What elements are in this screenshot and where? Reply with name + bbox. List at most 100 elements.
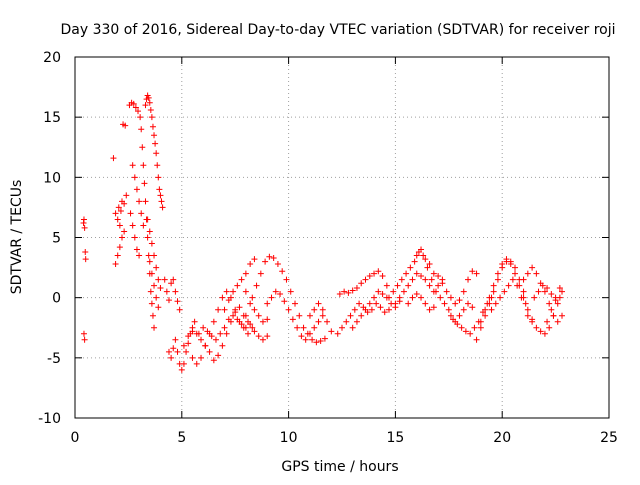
data-point xyxy=(253,282,260,289)
data-point xyxy=(501,288,508,295)
data-point xyxy=(270,254,277,261)
plot-frame xyxy=(74,56,610,419)
data-point xyxy=(353,318,360,325)
data-point xyxy=(347,312,354,319)
data-point xyxy=(418,294,425,301)
data-point xyxy=(268,294,275,301)
data-point xyxy=(394,282,401,289)
data-point xyxy=(336,291,343,298)
data-point xyxy=(456,297,463,304)
data-point xyxy=(371,294,378,301)
data-point xyxy=(321,335,328,342)
data-point xyxy=(546,324,553,331)
data-point xyxy=(242,288,249,295)
data-point xyxy=(151,252,158,259)
data-point xyxy=(467,330,474,337)
data-point xyxy=(149,123,156,130)
data-point xyxy=(343,318,350,325)
data-point xyxy=(272,288,279,295)
data-point xyxy=(152,140,159,147)
data-point xyxy=(524,312,531,319)
data-point xyxy=(559,288,566,295)
data-point xyxy=(400,288,407,295)
data-point xyxy=(159,204,166,211)
data-point xyxy=(428,276,435,283)
data-point xyxy=(279,268,286,275)
data-point xyxy=(242,270,249,277)
data-point xyxy=(548,291,555,298)
x-tick-label: 5 xyxy=(177,430,186,446)
data-point xyxy=(452,300,459,307)
data-point xyxy=(520,276,527,283)
data-point xyxy=(247,260,254,267)
y-tick-label: -5 xyxy=(47,351,61,367)
data-point xyxy=(138,126,145,133)
data-point xyxy=(185,333,192,340)
data-point xyxy=(366,273,373,280)
data-point xyxy=(223,288,230,295)
data-point xyxy=(392,300,399,307)
data-point xyxy=(385,294,392,301)
data-point xyxy=(139,144,146,151)
data-point xyxy=(539,282,546,289)
data-point xyxy=(80,330,87,337)
data-point xyxy=(424,264,431,271)
data-point xyxy=(141,180,148,187)
data-point xyxy=(285,306,292,313)
data-point xyxy=(460,288,467,295)
data-point xyxy=(477,318,484,325)
data-point xyxy=(486,294,493,301)
data-point xyxy=(505,282,512,289)
data-point xyxy=(123,192,130,199)
data-point xyxy=(482,312,489,319)
data-point xyxy=(112,210,119,217)
data-point xyxy=(441,300,448,307)
data-point xyxy=(138,210,145,217)
data-point xyxy=(249,324,256,331)
data-point xyxy=(306,330,313,337)
data-point xyxy=(319,306,326,313)
data-point xyxy=(298,333,305,340)
data-point xyxy=(311,324,318,331)
data-point xyxy=(368,306,375,313)
data-point xyxy=(172,336,179,343)
data-point xyxy=(118,234,125,241)
data-point xyxy=(146,228,153,235)
data-point xyxy=(373,300,380,307)
data-point xyxy=(210,357,217,364)
data-point xyxy=(471,324,478,331)
data-point xyxy=(158,198,165,205)
data-point xyxy=(133,246,140,253)
data-point xyxy=(379,291,386,298)
data-point xyxy=(306,312,313,319)
data-point xyxy=(189,328,196,335)
data-point xyxy=(328,328,335,335)
data-point xyxy=(430,304,437,311)
data-point xyxy=(81,224,88,231)
data-point xyxy=(151,324,158,331)
data-point xyxy=(238,276,245,283)
data-point xyxy=(221,324,228,331)
data-point xyxy=(110,155,117,162)
data-point xyxy=(180,342,187,349)
data-point xyxy=(535,288,542,295)
data-point xyxy=(494,276,501,283)
data-point xyxy=(151,282,158,289)
data-point xyxy=(133,186,140,193)
data-point xyxy=(174,298,181,305)
data-point xyxy=(452,318,459,325)
data-point xyxy=(215,306,222,313)
data-point xyxy=(550,312,557,319)
data-point xyxy=(277,291,284,298)
data-point xyxy=(170,345,177,352)
x-tick-label: 0 xyxy=(71,430,80,446)
data-point xyxy=(541,288,548,295)
data-point xyxy=(232,306,239,313)
data-point xyxy=(420,252,427,259)
y-tick-label: 0 xyxy=(52,291,61,307)
data-point xyxy=(155,304,162,311)
data-point xyxy=(245,330,252,337)
data-point xyxy=(375,268,382,275)
data-point xyxy=(148,300,155,307)
